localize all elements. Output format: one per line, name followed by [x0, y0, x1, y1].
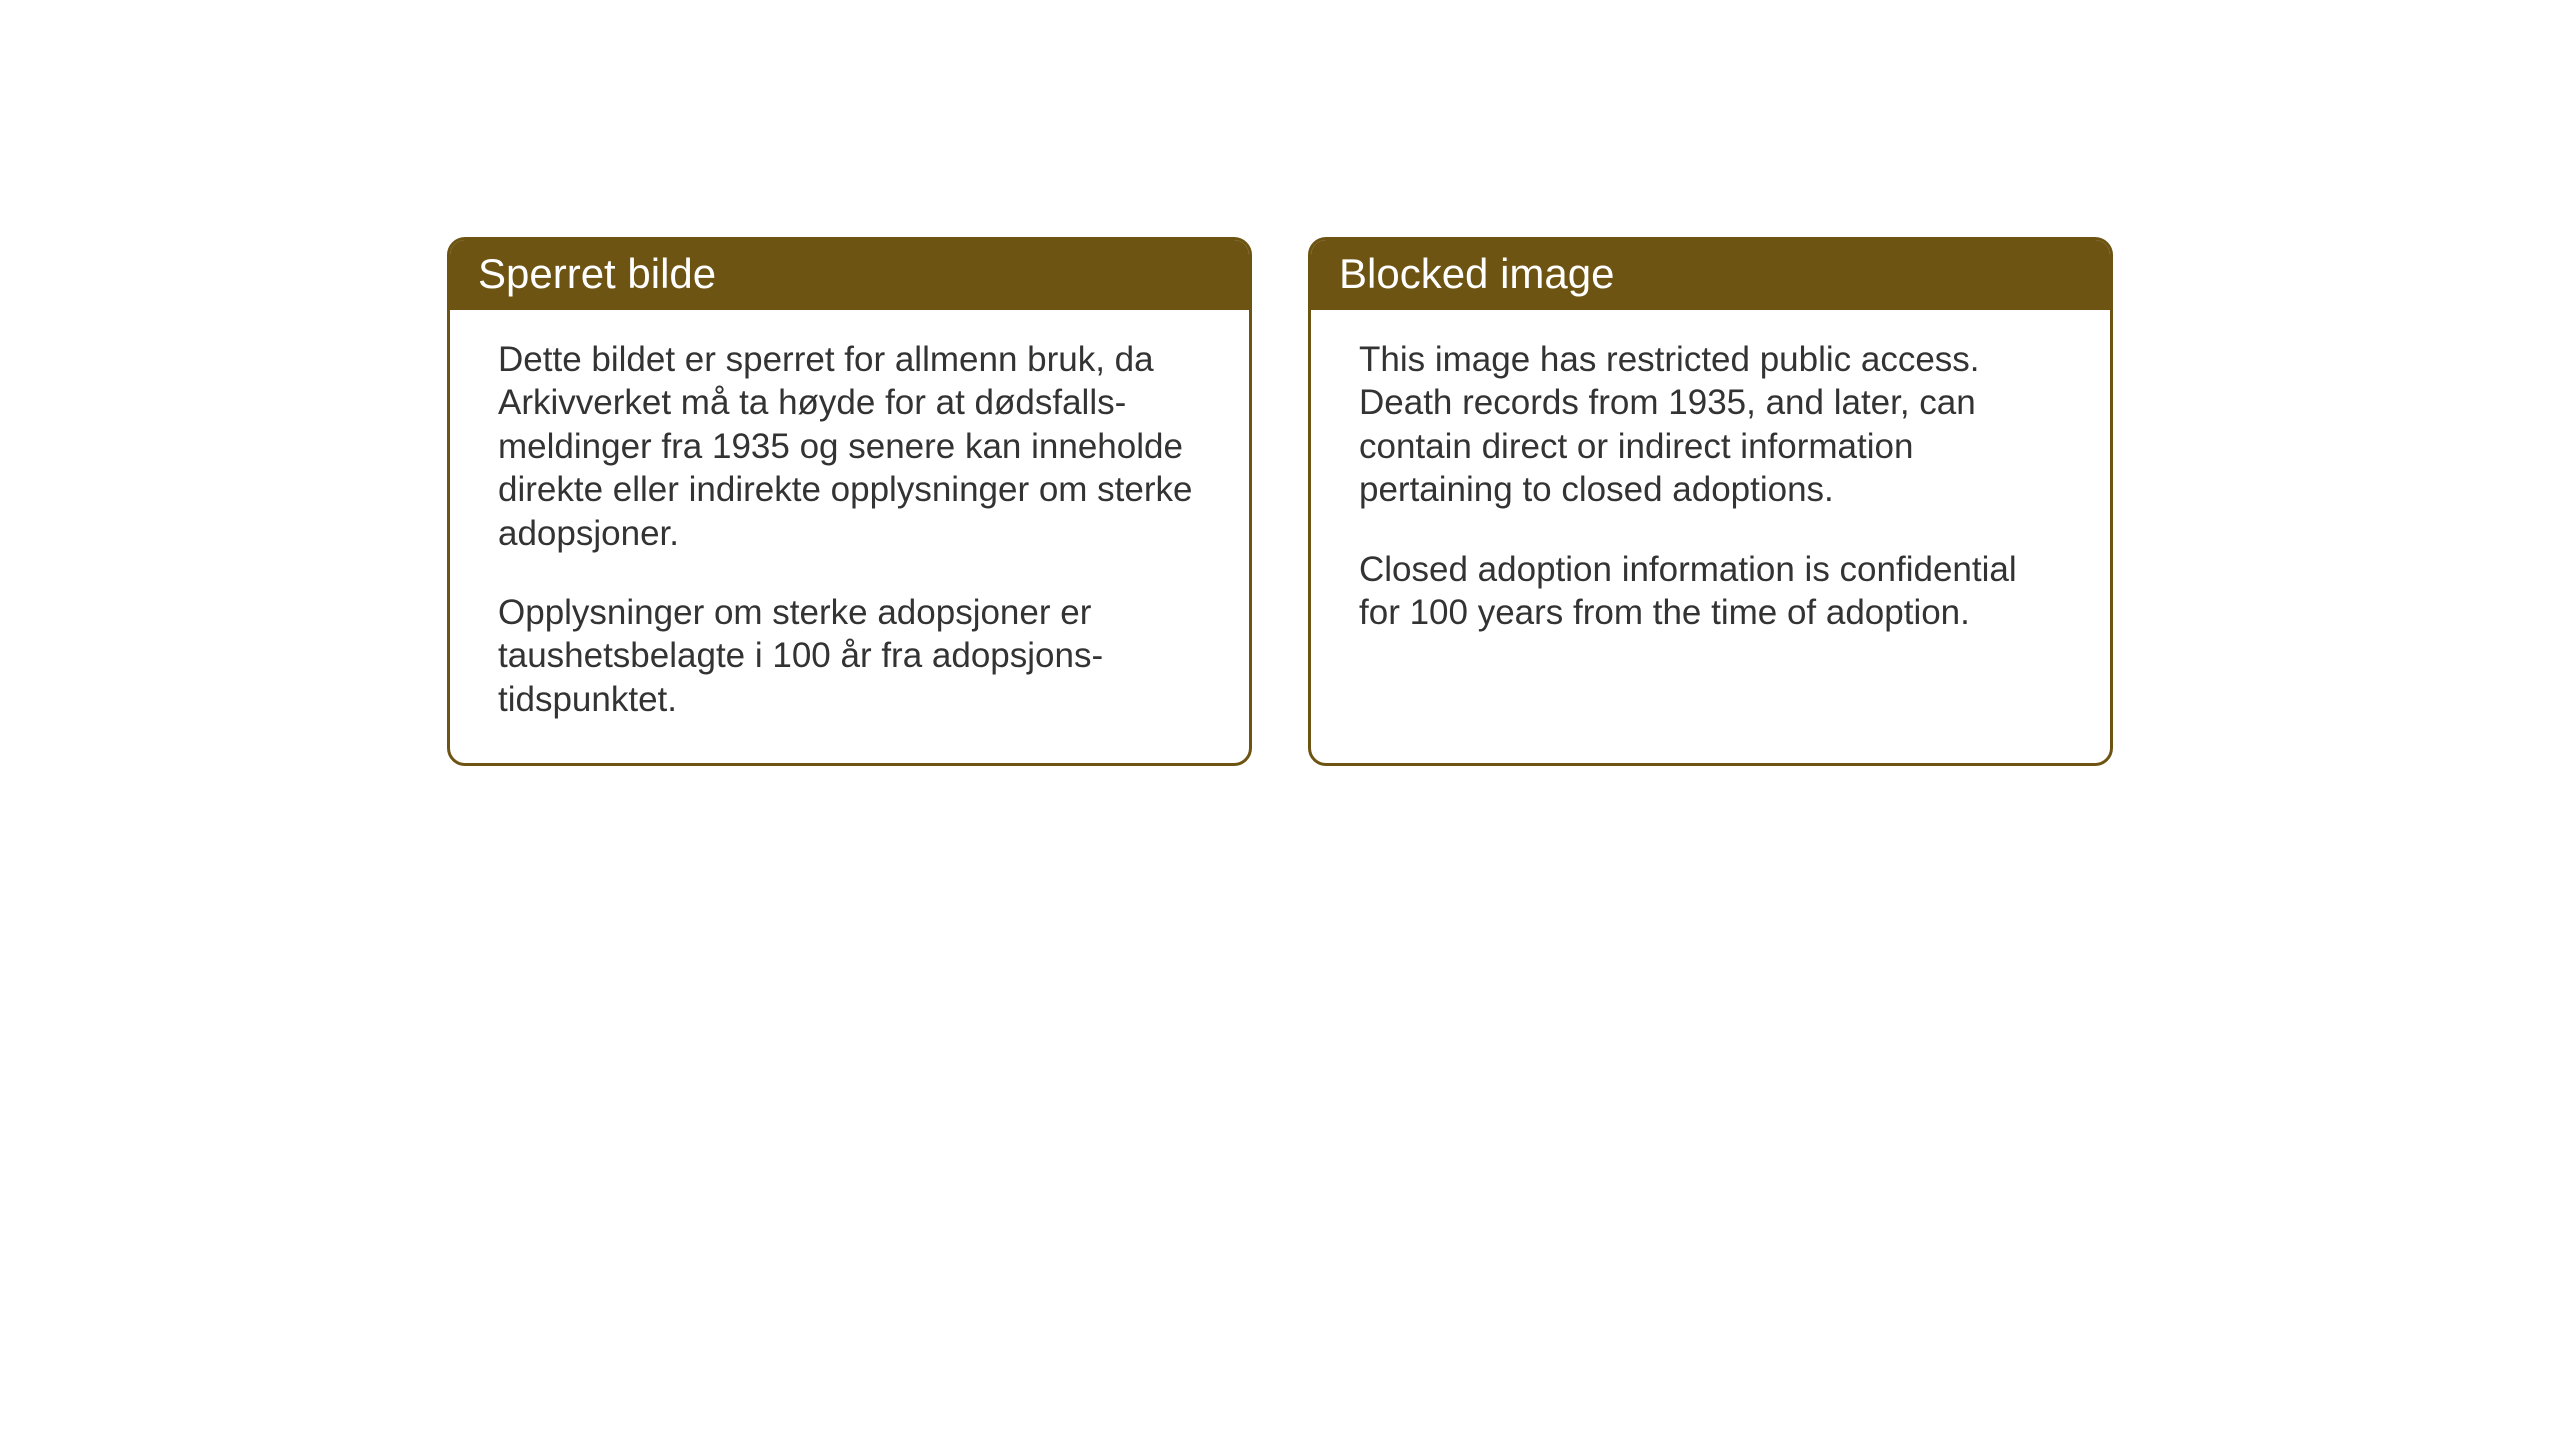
notice-container: Sperret bilde Dette bildet er sperret fo… — [447, 237, 2113, 766]
notice-paragraph: Closed adoption information is confident… — [1359, 548, 2062, 635]
notice-header-english: Blocked image — [1311, 240, 2110, 310]
notice-header-norwegian: Sperret bilde — [450, 240, 1249, 310]
notice-box-norwegian: Sperret bilde Dette bildet er sperret fo… — [447, 237, 1252, 766]
notice-paragraph: Opplysninger om sterke adopsjoner er tau… — [498, 591, 1201, 721]
notice-paragraph: This image has restricted public access.… — [1359, 338, 2062, 512]
notice-body-norwegian: Dette bildet er sperret for allmenn bruk… — [450, 310, 1249, 763]
notice-body-english: This image has restricted public access.… — [1311, 310, 2110, 676]
notice-paragraph: Dette bildet er sperret for allmenn bruk… — [498, 338, 1201, 555]
notice-box-english: Blocked image This image has restricted … — [1308, 237, 2113, 766]
